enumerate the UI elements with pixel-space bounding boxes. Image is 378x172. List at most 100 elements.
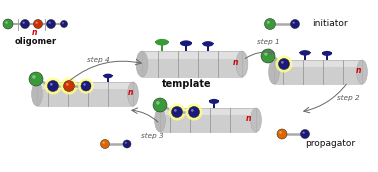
Circle shape [3,19,13,29]
Ellipse shape [155,108,166,132]
Circle shape [102,142,105,144]
Circle shape [48,80,59,92]
Circle shape [277,129,287,139]
Bar [274,60,362,84]
Ellipse shape [322,51,332,56]
Bar [180,42,192,44]
Circle shape [265,19,276,30]
Circle shape [264,52,268,56]
Circle shape [281,61,284,64]
Circle shape [293,22,295,24]
Text: n: n [232,57,238,67]
Circle shape [23,22,25,24]
Ellipse shape [209,99,219,104]
Bar [185,43,187,51]
Text: n: n [31,28,37,36]
Circle shape [60,77,77,95]
Circle shape [50,83,53,86]
Ellipse shape [356,60,367,84]
Bar [209,100,219,102]
Text: step 4: step 4 [87,57,109,63]
Bar [161,42,163,51]
Circle shape [48,22,51,24]
Circle shape [60,20,68,28]
Circle shape [29,72,43,86]
Circle shape [186,104,203,121]
Text: oligomer: oligomer [15,36,57,46]
Ellipse shape [128,82,138,106]
Bar [142,51,242,77]
Text: initiator: initiator [312,19,348,28]
Circle shape [125,142,127,144]
Bar [103,75,113,76]
Text: n: n [127,88,133,96]
Bar [142,51,242,59]
Bar [322,52,332,54]
Circle shape [83,83,86,86]
Circle shape [78,78,94,94]
Text: propagator: propagator [305,139,355,148]
Bar [142,51,242,77]
Ellipse shape [32,82,42,106]
Bar [326,53,328,60]
Ellipse shape [136,51,148,77]
Text: n: n [355,66,361,74]
Bar [37,82,133,106]
Bar [274,60,362,67]
Circle shape [279,131,282,134]
Bar [37,82,133,106]
Text: template: template [162,79,212,89]
Circle shape [34,19,42,29]
Circle shape [174,109,177,112]
Circle shape [64,80,74,92]
Text: n: n [245,114,251,122]
Circle shape [153,98,167,112]
Circle shape [301,130,310,138]
Circle shape [66,83,69,86]
Circle shape [172,106,183,117]
Circle shape [36,22,38,24]
Ellipse shape [203,41,214,47]
Bar [160,108,256,132]
Bar [155,41,169,43]
Circle shape [279,58,290,69]
Ellipse shape [236,51,248,77]
Text: step 3: step 3 [141,133,163,139]
Bar [160,108,256,132]
Circle shape [189,106,200,117]
Circle shape [32,75,36,79]
Bar [274,60,362,84]
Ellipse shape [269,60,279,84]
Ellipse shape [180,40,192,46]
Bar [160,108,256,115]
Ellipse shape [155,39,169,46]
Bar [213,101,215,108]
Bar [37,82,133,89]
Circle shape [261,49,275,63]
Bar [304,53,306,60]
Circle shape [302,132,305,134]
Bar [207,44,209,51]
Circle shape [267,21,270,24]
Circle shape [20,19,29,29]
Bar [299,52,310,53]
Circle shape [81,81,91,91]
Ellipse shape [299,50,310,56]
Bar [203,43,214,44]
Circle shape [276,56,293,73]
Ellipse shape [103,74,113,78]
Circle shape [169,104,186,121]
Text: step 1: step 1 [257,39,279,45]
Circle shape [291,19,299,29]
Circle shape [45,77,62,95]
Ellipse shape [251,108,262,132]
Circle shape [46,19,56,29]
Circle shape [123,140,131,148]
Circle shape [5,21,8,24]
Circle shape [101,139,110,148]
Circle shape [191,109,194,112]
Bar [107,76,109,82]
Circle shape [156,101,160,105]
Text: step 2: step 2 [337,95,359,101]
Circle shape [62,22,64,24]
